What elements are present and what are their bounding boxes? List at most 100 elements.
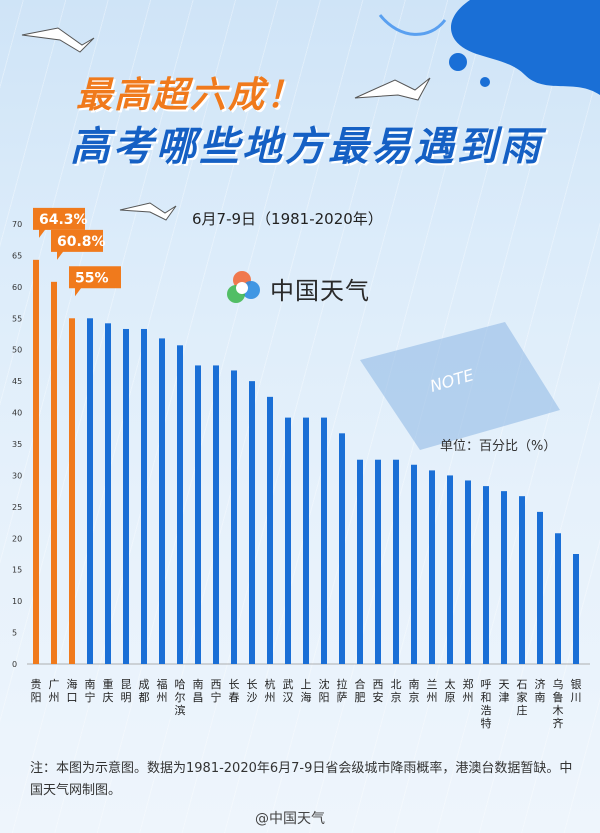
bar: [519, 496, 525, 664]
x-tick-label: 济南: [535, 677, 546, 704]
x-tick-label: 西宁: [211, 678, 222, 704]
footnote: 注：本图为示意图。数据为1981-2020年6月7-9日省会级城市降雨概率，港澳…: [30, 761, 573, 798]
bar: [339, 433, 345, 664]
data-label-box: [69, 266, 121, 297]
x-tick-label: 天津: [499, 678, 510, 704]
x-tick-label: 重庆: [103, 677, 114, 704]
gull-icon: [21, 27, 95, 53]
bar: [483, 486, 489, 664]
bar: [51, 281, 57, 664]
splash-drop: [449, 53, 467, 71]
bar: [231, 370, 237, 664]
headline: 最高超六成！: [76, 75, 305, 116]
data-label-box: [33, 207, 85, 238]
splash-shape: [450, 0, 600, 95]
y-tick-label: 40: [12, 409, 22, 418]
x-tick-label: 哈尔滨: [175, 678, 186, 717]
bar: [123, 328, 129, 664]
bar: [177, 345, 183, 664]
x-tick-label: 合肥: [355, 677, 366, 704]
y-tick-label: 70: [12, 220, 22, 229]
bar: [303, 417, 309, 664]
bar: [357, 459, 363, 664]
y-tick-label: 25: [12, 503, 22, 512]
bar: [87, 318, 93, 664]
x-tick-label: 西安: [373, 678, 384, 704]
x-tick-label: 呼和浩特: [481, 678, 492, 730]
x-tick-label: 长沙: [247, 678, 258, 704]
bar: [555, 533, 561, 664]
x-tick-label: 杭州: [265, 677, 276, 704]
bar: [429, 470, 435, 664]
bar: [195, 365, 201, 664]
unit-label: 单位：百分比（%）: [440, 439, 557, 454]
chart-subtitle: 6月7-9日（1981-2020年）: [192, 210, 383, 228]
bar: [159, 338, 165, 664]
data-label-box: [51, 229, 103, 260]
y-tick-label: 60: [12, 283, 22, 292]
x-tick-label: 昆明: [121, 678, 132, 704]
x-tick-label: 福州: [157, 677, 168, 704]
bar: [33, 259, 39, 664]
x-tick-label: 郑州: [463, 677, 474, 704]
bar: [267, 396, 273, 664]
bar: [447, 475, 453, 664]
gull-icon: [119, 202, 177, 221]
headline-main: 高考哪些地方最易遇到雨: [70, 124, 543, 170]
brand-logo: 中国天气: [222, 268, 370, 308]
bar: [375, 459, 381, 664]
x-tick-label: 石家庄: [517, 678, 528, 717]
x-tick-label: 上海: [301, 678, 312, 704]
x-tick-label: 兰州: [427, 678, 438, 704]
x-tick-label: 海口: [67, 677, 78, 704]
x-tick-label: 南京: [409, 678, 420, 704]
watermark-credit: @中国天气: [255, 811, 325, 827]
y-tick-label: 50: [12, 346, 22, 355]
y-tick-label: 35: [12, 440, 22, 449]
bar: [411, 464, 417, 664]
y-tick-label: 5: [12, 629, 17, 638]
x-tick-label: 南宁: [85, 678, 96, 704]
bar: [141, 328, 147, 664]
bar: [213, 365, 219, 664]
bar: [501, 491, 507, 664]
x-tick-label: 太原: [445, 678, 456, 704]
x-tick-label: 北京: [391, 678, 402, 704]
y-tick-label: 15: [12, 566, 22, 575]
bar: [69, 318, 75, 664]
x-tick-label: 拉萨: [337, 677, 348, 704]
x-tick-label: 长春: [229, 678, 240, 704]
x-tick-label: 南昌: [193, 678, 204, 704]
x-tick-label: 成都: [139, 678, 150, 704]
y-tick-label: 20: [12, 534, 22, 543]
y-tick-label: 10: [12, 597, 22, 606]
splash-swirl: [378, 14, 447, 36]
y-tick-label: 65: [12, 251, 22, 260]
x-tick-label: 广州: [49, 678, 60, 704]
y-tick-label: 45: [12, 377, 22, 386]
bar: [285, 417, 291, 664]
x-tick-label: 贵阳: [31, 678, 42, 704]
x-tick-label: 乌鲁木齐: [553, 677, 564, 730]
data-label: 55%: [75, 270, 109, 286]
brand-name: 中国天气: [270, 276, 370, 305]
data-label: 64.3%: [39, 212, 88, 228]
bar: [105, 323, 111, 664]
bar: [393, 459, 399, 664]
bar: [465, 480, 471, 664]
data-label: 60.8%: [57, 234, 106, 250]
y-tick-label: 55: [12, 314, 22, 323]
bar: [249, 381, 255, 664]
x-tick-label: 银川: [571, 677, 582, 704]
splash-drop: [480, 77, 490, 87]
notebook-shape: [360, 322, 560, 450]
y-tick-label: 30: [12, 471, 22, 480]
gull-icon: [354, 77, 431, 101]
bar: [537, 511, 543, 664]
y-tick-label: 0: [12, 660, 17, 669]
bar: [321, 417, 327, 664]
weather-logo-icon: [227, 271, 260, 303]
